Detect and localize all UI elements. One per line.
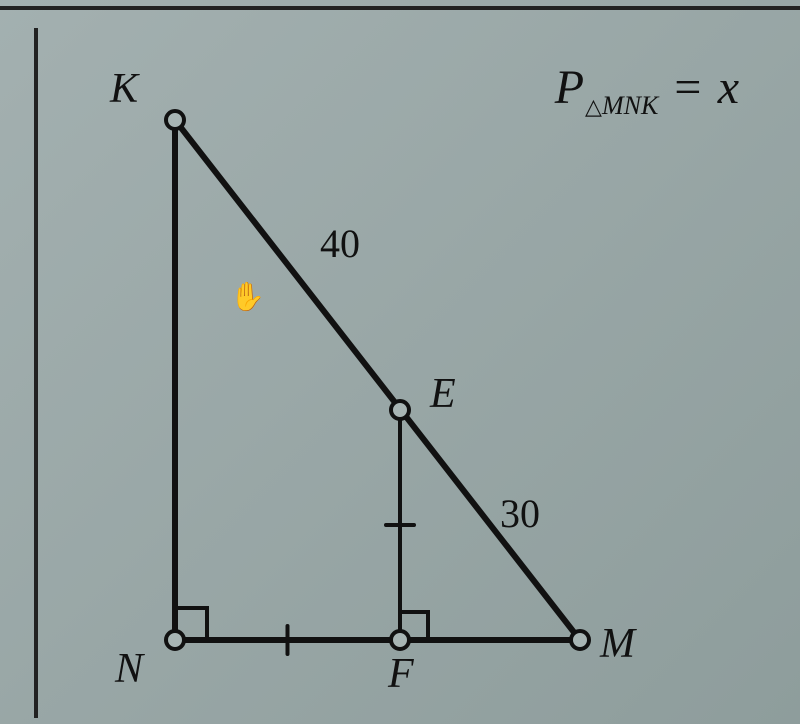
label-M: M <box>600 620 635 668</box>
label-K: K <box>110 65 138 113</box>
edge-label-KE: 40 <box>320 220 360 267</box>
label-E: E <box>430 370 456 418</box>
figure-frame: P△MNK = x K N F M E 40 30 ✋ <box>0 0 800 724</box>
hand-cursor-icon: ✋ <box>230 280 265 314</box>
label-F: F <box>388 650 414 698</box>
edge-label-EM: 30 <box>500 490 540 537</box>
label-N: N <box>115 645 143 693</box>
